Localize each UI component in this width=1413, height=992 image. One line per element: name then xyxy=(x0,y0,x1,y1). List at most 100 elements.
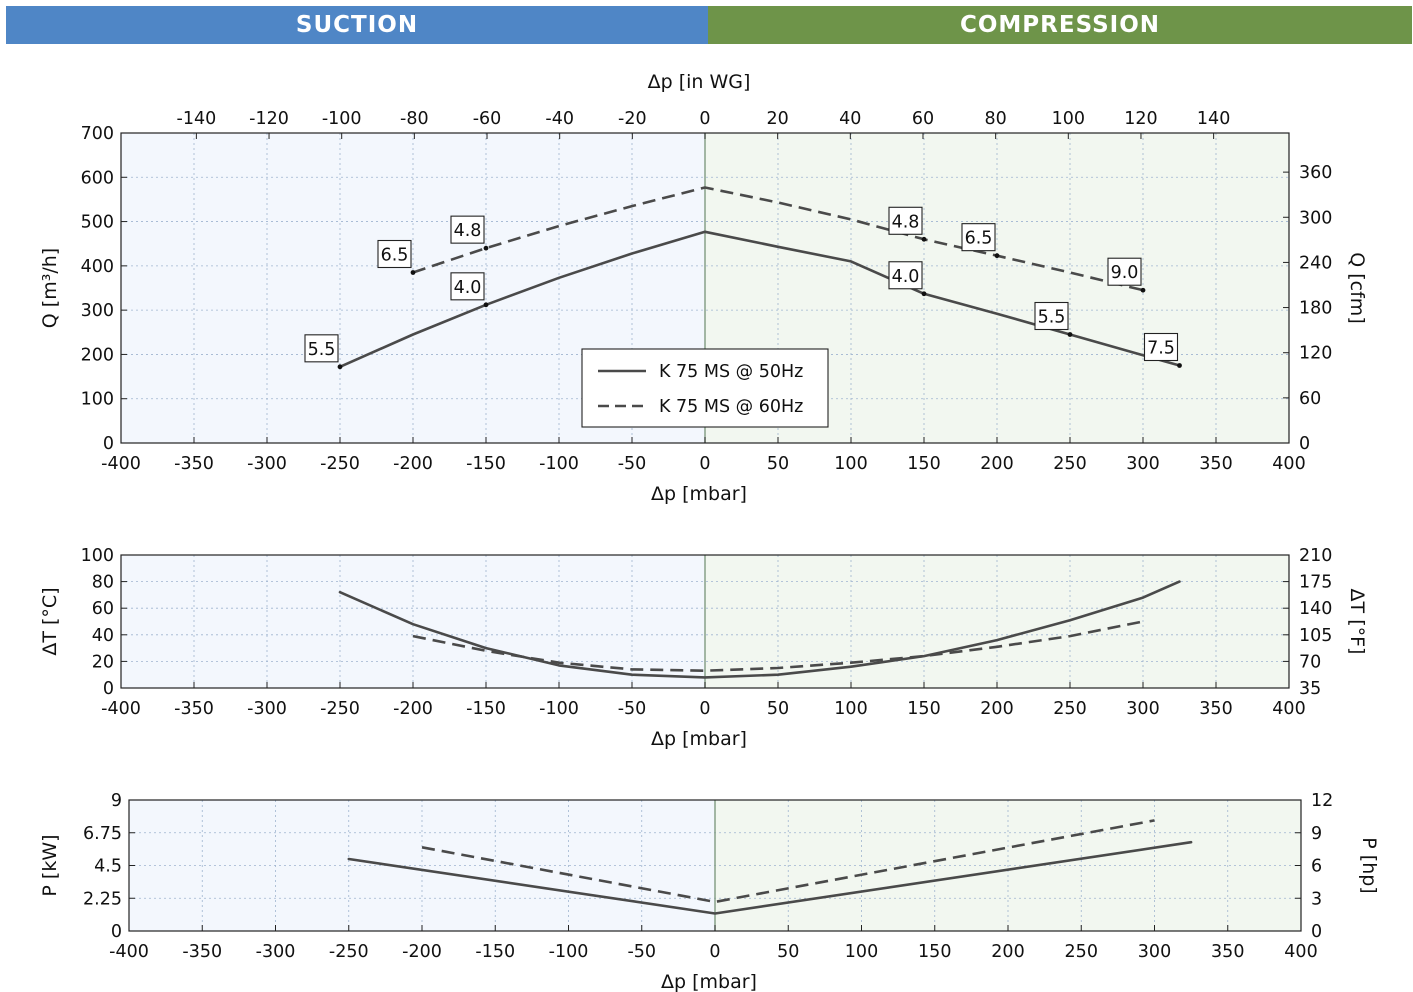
x-tick-label: 200 xyxy=(980,454,1013,474)
y-tick-label: 500 xyxy=(81,213,114,233)
y-tick-label: 9 xyxy=(111,791,122,811)
y-axis-label: P [kW] xyxy=(39,834,61,896)
point-label-text: 5.5 xyxy=(308,340,336,360)
chart-panel-2: -400 -350 -300 -250 -200 -150 -100 -50 0 50 100 150… xyxy=(39,546,1368,750)
x2-tick-label: 40 xyxy=(839,109,861,129)
y-tick-label: 100 xyxy=(81,390,114,410)
x-tick-label: 300 xyxy=(1138,942,1171,962)
y2-tick-label: 120 xyxy=(1299,344,1332,364)
x2-tick-label: -40 xyxy=(545,109,574,129)
y-tick-label: 0 xyxy=(103,679,114,699)
x-tick-label: 350 xyxy=(1199,454,1232,474)
point-label: 4.8 xyxy=(450,215,485,244)
y2-tick-label: 210 xyxy=(1299,546,1332,566)
x-tick-label: 50 xyxy=(777,942,799,962)
x-axis-label: Δp [mbar] xyxy=(651,483,747,505)
point-label-box xyxy=(1143,332,1179,362)
point-marker xyxy=(410,270,416,275)
x2-tick-label: -100 xyxy=(322,109,362,129)
y2-tick-label: 0 xyxy=(1311,922,1322,942)
x-tick-label: -400 xyxy=(109,942,149,962)
point-label: 5.5 xyxy=(1034,301,1069,331)
series-line-50hz xyxy=(347,840,1193,915)
x-tick-label: -150 xyxy=(475,942,515,962)
suction-header: SUCTION xyxy=(6,6,708,44)
x2-tick-label: -20 xyxy=(618,109,647,129)
point-label-text: 4.8 xyxy=(454,221,482,241)
y2-axis-label: P [hp] xyxy=(1358,837,1380,893)
y2-tick-label: 140 xyxy=(1299,599,1332,619)
x2-tick-label: 0 xyxy=(699,109,710,129)
y2-axis-label: ΔT [°F] xyxy=(1346,589,1368,655)
x2-tick-label: -140 xyxy=(177,109,217,129)
point-label-box xyxy=(888,206,923,235)
x-tick-label: -100 xyxy=(549,942,589,962)
y2-tick-label: 3 xyxy=(1311,889,1322,909)
x-tick-label: -50 xyxy=(618,699,647,719)
x-tick-label: -250 xyxy=(320,699,360,719)
y2-tick-label: 240 xyxy=(1299,253,1332,273)
x-tick-label: -150 xyxy=(466,699,506,719)
y-tick-label: 700 xyxy=(81,124,114,144)
x-tick-label: 400 xyxy=(1272,699,1305,719)
x-tick-label: 0 xyxy=(699,699,710,719)
x-tick-label: -250 xyxy=(320,454,360,474)
y-tick-label: 600 xyxy=(81,168,114,188)
x-tick-label: -300 xyxy=(256,942,296,962)
chart-panel-1: -400 -350 -300 -250 -200 -150 -100 -50 0 50 100 150… xyxy=(39,71,1368,505)
x2-tick-label: -60 xyxy=(473,109,502,129)
y2-tick-label: 35 xyxy=(1299,679,1321,699)
x-tick-label: 100 xyxy=(834,454,867,474)
x2-tick-label: 140 xyxy=(1197,109,1230,129)
point-label-text: 4.8 xyxy=(892,212,920,232)
point-marker xyxy=(483,245,489,251)
x-tick-label: -300 xyxy=(247,699,287,719)
y2-tick-label: 12 xyxy=(1311,791,1333,811)
x-tick-label: -100 xyxy=(539,699,579,719)
x-tick-label: 150 xyxy=(918,942,951,962)
section-header: SUCTION COMPRESSION xyxy=(6,6,1412,44)
point-label: 6.5 xyxy=(377,239,412,269)
x2-tick-label: -80 xyxy=(400,109,429,129)
x-tick-label: 300 xyxy=(1126,699,1159,719)
point-label-box xyxy=(1034,301,1069,331)
y2-tick-label: 0 xyxy=(1299,434,1310,454)
x-tick-label: 0 xyxy=(699,454,710,474)
chart-panel-3: -400 -350 -300 -250 -200 -150 -100 -50 0 50 100 150… xyxy=(39,791,1380,992)
x2-tick-label: 20 xyxy=(767,109,789,129)
point-marker xyxy=(1067,332,1073,337)
point-label-text: 6.5 xyxy=(381,246,409,266)
series-line-50hz xyxy=(338,580,1181,679)
point-label-text: 7.5 xyxy=(1147,339,1175,359)
point-label-box xyxy=(450,215,485,244)
x-tick-label: -100 xyxy=(539,454,579,474)
y-tick-label: 200 xyxy=(81,345,114,365)
point-label: 4.0 xyxy=(888,261,923,290)
x-tick-label: 250 xyxy=(1065,942,1098,962)
y-tick-label: 40 xyxy=(92,626,114,646)
point-label-box xyxy=(377,239,412,269)
y-tick-label: 0 xyxy=(103,434,114,454)
x-tick-label: 300 xyxy=(1126,454,1159,474)
point-label-box xyxy=(961,223,996,252)
x-tick-label: 150 xyxy=(907,699,940,719)
y-axis-label: Q [m³/h] xyxy=(39,248,61,328)
x-tick-label: -350 xyxy=(174,699,214,719)
x-tick-label: 100 xyxy=(834,699,867,719)
y-tick-label: 20 xyxy=(92,652,114,672)
x-tick-label: -50 xyxy=(618,454,647,474)
y-tick-label: 80 xyxy=(92,573,114,593)
point-label: 5.5 xyxy=(304,334,339,363)
legend-label: K 75 MS @ 60Hz xyxy=(659,397,803,417)
x-tick-label: -400 xyxy=(101,699,141,719)
legend-box xyxy=(581,348,829,428)
x-tick-label: 50 xyxy=(767,454,789,474)
y2-tick-label: 180 xyxy=(1299,299,1332,319)
x-tick-label: 250 xyxy=(1053,454,1086,474)
y2-tick-label: 6 xyxy=(1311,857,1322,877)
point-label: 4.0 xyxy=(450,272,485,301)
point-marker xyxy=(1177,363,1182,368)
y-axis-label: ΔT [°C] xyxy=(39,587,61,655)
x2-tick-label: 120 xyxy=(1124,109,1157,129)
